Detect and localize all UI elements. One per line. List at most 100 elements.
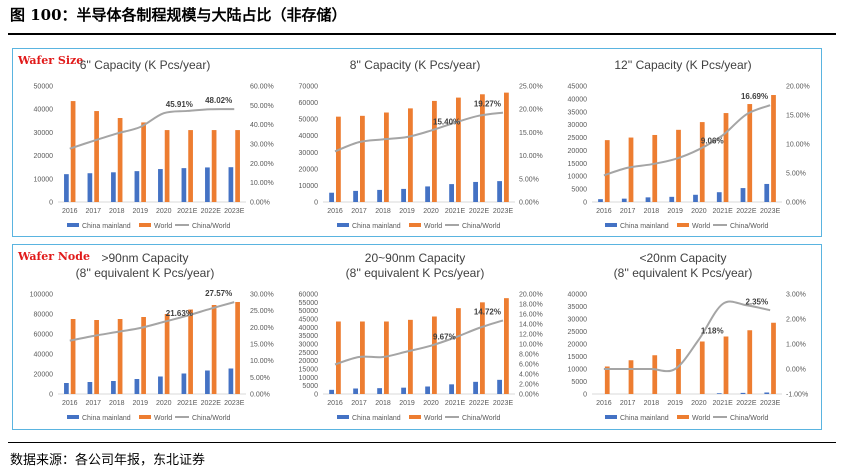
x-tick-label: 2020 (691, 208, 707, 215)
y-left-tick-label: 60000 (299, 292, 319, 299)
x-tick-label: 2022E (469, 400, 490, 407)
x-tick-label: 2018 (644, 400, 660, 407)
y-left-tick-label: 5000 (302, 383, 318, 390)
y-left-tick-label: 55000 (299, 300, 319, 307)
bar-china-mainland (87, 382, 93, 394)
bar-world (747, 104, 753, 202)
y-left-tick-label: 20000 (34, 153, 54, 160)
bar-world (604, 366, 610, 394)
y-right-tick-label: 0.00% (786, 367, 806, 374)
legend-china-label: China mainland (352, 415, 401, 422)
y-left-tick-label: 30000 (568, 317, 588, 324)
legend-ratio-label: China/World (730, 223, 768, 230)
y-right-tick-label: 40.00% (250, 122, 274, 129)
chart-title: (8'' equivalent K Pcs/year) (76, 266, 215, 280)
y-left-tick-label: 0 (314, 200, 318, 207)
chart-title: 8'' Capacity (K Pcs/year) (350, 58, 481, 72)
legend-china-label: China mainland (82, 223, 131, 230)
y-left-tick-label: 15000 (568, 161, 588, 168)
bar-world (771, 95, 776, 202)
y-left-tick-label: 0 (314, 392, 318, 399)
bar-world (384, 112, 389, 202)
bar-world (336, 116, 341, 202)
y-left-tick-label: 45000 (568, 84, 588, 91)
wafer-node-label: Wafer Node (18, 250, 90, 263)
y-left-tick-label: 20000 (568, 148, 588, 155)
bar-world (504, 298, 509, 394)
y-left-tick-label: 5000 (571, 379, 587, 386)
bar-china-mainland (401, 188, 406, 202)
y-left-tick-label: 10000 (299, 183, 319, 190)
bar-china-mainland (181, 168, 187, 202)
x-tick-label: 2019 (132, 208, 148, 215)
x-tick-label: 2017 (85, 208, 101, 215)
bar-china-mainland (740, 188, 746, 202)
x-tick-label: 2018 (644, 208, 660, 215)
y-left-tick-label: 10000 (568, 367, 588, 374)
legend-ratio-label: China/World (730, 415, 768, 422)
bar-world (164, 130, 170, 202)
x-tick-label: 2017 (620, 208, 636, 215)
x-tick-label: 2019 (667, 208, 683, 215)
bar-china-mainland (425, 386, 430, 394)
ratio-data-label: 16.69% (741, 92, 768, 101)
bar-china-mainland (497, 181, 502, 202)
bar-world (699, 341, 705, 394)
y-right-tick-label: 15.00% (786, 113, 810, 120)
x-tick-label: 2023E (760, 208, 781, 215)
china-world-ratio-line (334, 111, 504, 153)
bar-china-mainland (329, 389, 334, 394)
wafer-size-label: Wafer Size (18, 54, 84, 67)
bar-world (699, 122, 705, 202)
chart-gt90nm-capacity: >90nm Capacity(8'' equivalent K Pcs/year… (30, 251, 274, 422)
y-left-tick-label: 30000 (299, 342, 319, 349)
bar-world (188, 309, 193, 394)
x-tick-label: 2016 (596, 208, 612, 215)
y-left-tick-label: 40000 (568, 292, 588, 299)
legend-china-swatch (337, 223, 349, 227)
wafer-size-panel: Wafer Size (12, 48, 822, 237)
bar-world (723, 113, 729, 202)
legend-china-swatch (67, 415, 79, 419)
bar-world (360, 321, 365, 394)
y-right-tick-label: 10.00% (250, 180, 274, 187)
bar-china-mainland (181, 373, 187, 394)
x-tick-label: 2020 (423, 400, 439, 407)
x-tick-label: 2020 (156, 400, 172, 407)
y-left-tick-label: 20000 (299, 166, 319, 173)
legend-ratio-label: China/World (192, 223, 230, 230)
y-left-tick-label: 0 (583, 392, 587, 399)
y-right-tick-label: 8.00% (519, 352, 539, 359)
chart-title: (8'' equivalent K Pcs/year) (614, 266, 753, 280)
bar-world (408, 319, 413, 394)
bar-world (94, 320, 99, 394)
ratio-data-label: 14.72% (474, 307, 501, 316)
bar-china-mainland (134, 171, 140, 202)
x-tick-label: 2022E (736, 400, 757, 407)
bar-world (211, 305, 217, 394)
legend-world-label: World (154, 223, 172, 230)
legend-ratio-label: China/World (462, 223, 500, 230)
y-left-tick-label: 40000 (34, 352, 54, 359)
y-left-tick-label: 30000 (299, 150, 319, 157)
y-left-tick-label: 25000 (568, 135, 588, 142)
y-left-tick-label: 0 (49, 200, 53, 207)
x-tick-label: 2023E (760, 400, 781, 407)
bar-world (676, 129, 681, 202)
chart-8inch-capacity: 8'' Capacity (K Pcs/year) 0 10000 20000 3000… (299, 58, 543, 230)
bar-china-mainland (111, 381, 116, 394)
y-left-tick-label: 40000 (299, 325, 319, 332)
legend-world-label: World (692, 415, 710, 422)
x-tick-label: 2016 (327, 208, 343, 215)
y-left-tick-label: 15000 (299, 367, 319, 374)
y-left-tick-label: 35000 (568, 109, 588, 116)
y-left-tick-label: 35000 (299, 333, 319, 340)
legend-china-label: China mainland (352, 223, 401, 230)
x-tick-label: 2016 (62, 400, 78, 407)
bar-world (652, 134, 658, 202)
x-tick-label: 2019 (399, 400, 415, 407)
ratio-data-label: 9.67% (433, 333, 456, 342)
figure-title: 图 100：半导体各制程规模与大陆占比（非存储） (10, 6, 347, 24)
legend-world-swatch (677, 415, 689, 419)
bar-world (504, 92, 509, 202)
